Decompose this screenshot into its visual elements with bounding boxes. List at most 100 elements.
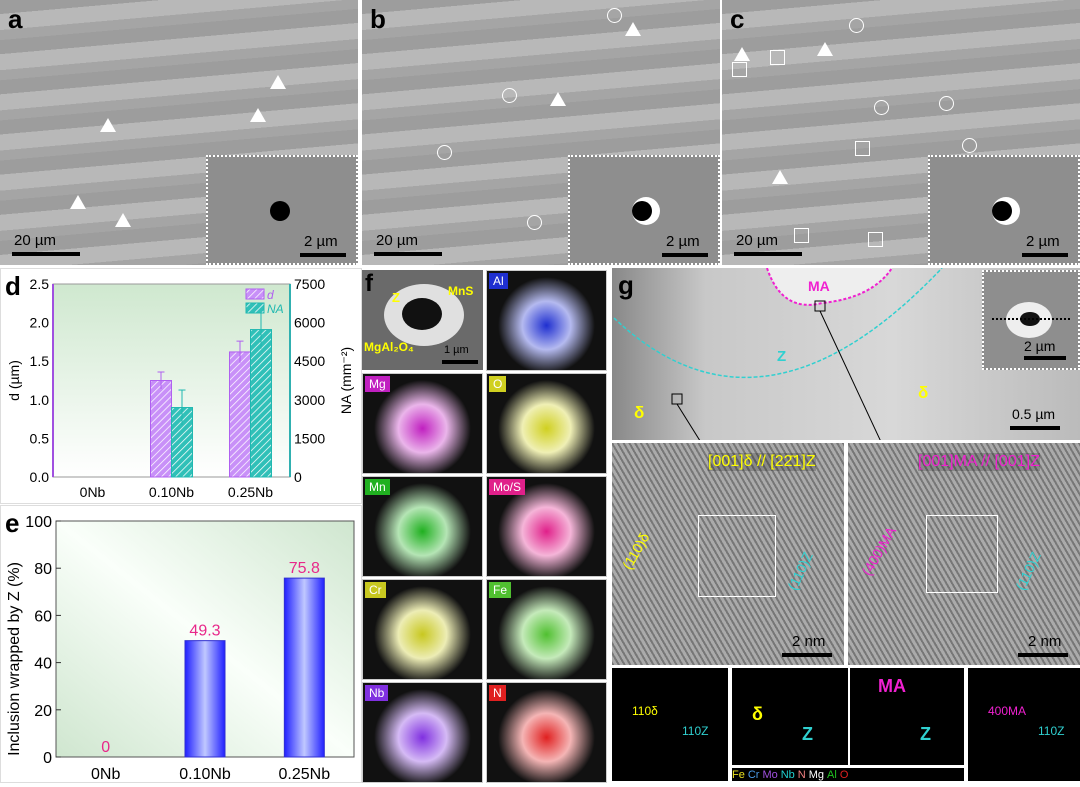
data-label: 75.8	[289, 560, 320, 577]
ma-label: MA	[808, 278, 830, 294]
y-tick-label: 20	[34, 703, 52, 720]
triangle-marker	[115, 213, 131, 227]
y2-axis-label: NA (mm⁻²)	[338, 347, 354, 414]
zone-axis-label: [001]δ // [22̄1]Z	[708, 453, 816, 471]
fft-pattern: 110δ 110Z	[612, 668, 728, 781]
y-tick-label: 0	[43, 750, 52, 767]
plane-label: (110)Z	[784, 549, 816, 593]
z-label: Z	[392, 290, 400, 305]
plane-label: (110)δ	[618, 529, 653, 573]
scale-bar	[12, 252, 80, 256]
eds-map: Mn	[362, 476, 483, 577]
scale-bar	[1022, 253, 1068, 257]
y2-tick-label: 4500	[294, 353, 325, 369]
scale-label: 1 µm	[444, 344, 469, 356]
panel-label: f	[365, 270, 373, 297]
mgal2o4-label: MgAl₂O₄	[364, 340, 414, 354]
scale-bar	[300, 253, 346, 257]
y-tick-label: 1.5	[30, 353, 50, 369]
legend-label: d	[267, 288, 274, 302]
element-tag: Fe	[489, 582, 512, 598]
bar	[250, 329, 272, 478]
label: 110Z	[682, 724, 709, 738]
scale-label: 20 µm	[376, 232, 418, 249]
x-tick-label: 0Nb	[80, 484, 106, 500]
legend-item: Nb	[780, 768, 795, 781]
circle-marker	[437, 145, 452, 160]
eds-map: Fe	[486, 579, 607, 680]
hrtem-image-1: [001]δ // [22̄1]Z (110)δ (110)Z 2 nm	[612, 443, 844, 665]
scale-label: 2 nm	[792, 633, 826, 650]
scale-label: 20 µm	[14, 232, 56, 249]
eds-map: Cr	[362, 579, 483, 680]
label: MA	[878, 676, 906, 696]
tem-image: g MA Z δ δ 2 µm 0.5 µm	[612, 268, 1080, 440]
scale-label: 2 µm	[1026, 233, 1060, 250]
triangle-marker	[550, 92, 566, 106]
triangle-marker	[70, 195, 86, 209]
bar	[150, 380, 172, 478]
circle-marker	[939, 96, 954, 111]
panel-label: a	[8, 4, 23, 34]
element-tag: Nb	[365, 685, 389, 701]
x-tick-label: 0.25Nb	[279, 766, 331, 782]
data-label: 0	[101, 739, 110, 756]
triangle-marker	[772, 170, 788, 184]
element-tag: O	[489, 376, 507, 392]
inset-image: 2 µm	[568, 155, 720, 265]
circle-marker	[874, 100, 889, 115]
panel-label: b	[370, 4, 386, 34]
bar	[229, 351, 251, 478]
legend-label: NA	[267, 302, 284, 316]
scale-label: 20 µm	[736, 232, 778, 249]
delta-label-left: δ	[634, 403, 645, 422]
circle-marker	[849, 18, 864, 33]
label: Z	[920, 724, 931, 744]
scale-bar	[662, 253, 708, 257]
eds-map: Nb	[362, 682, 483, 783]
eds-map: N	[486, 682, 607, 783]
legend-item: Fe	[732, 768, 745, 781]
scale-label: 2 µm	[304, 233, 338, 250]
plane-label: (110)Z	[1012, 549, 1044, 593]
label: 400MA	[988, 704, 1027, 718]
panel-label: g	[618, 270, 634, 300]
x-tick-label: 0Nb	[91, 766, 120, 782]
panel-label: c	[730, 4, 745, 34]
square-marker	[855, 141, 870, 156]
eds-map: Al	[486, 270, 607, 371]
triangle-marker	[270, 75, 286, 89]
label: 110δ	[632, 704, 658, 718]
chart-e: 0 20 40 60 80 100 0Nb 0 0.10Nb 49.3 0.25Nb 75.8 Incl…	[6, 514, 355, 783]
y-tick-label: 2.0	[30, 315, 50, 331]
label: 110Z	[1038, 724, 1065, 738]
legend-item: N	[797, 768, 806, 781]
triangle-marker	[625, 22, 641, 36]
label: δ	[752, 704, 763, 724]
legend-item: Mg	[808, 768, 825, 781]
eds-map: Mg	[362, 373, 483, 474]
square-marker	[732, 62, 747, 77]
atom-legend: Fe Cr Mo Nb N Mg Al O	[732, 768, 964, 781]
legend-item: Cr	[747, 768, 760, 781]
delta-label-right: δ	[918, 383, 929, 402]
element-tag: N	[489, 685, 506, 701]
x-tick-label: 0.10Nb	[149, 484, 194, 500]
triangle-marker	[250, 108, 266, 122]
triangle-marker	[817, 42, 833, 56]
panel-f: f Z MnS MgAl₂O₄ 1 µm Al Mg O Mn Mo/S Cr Fe Nb N	[362, 268, 608, 783]
panel-label: d	[5, 271, 21, 301]
mns-label: MnS	[448, 284, 474, 298]
eds-map: Mo/S	[486, 476, 607, 577]
label: Z	[802, 724, 813, 744]
y-tick-label: 0.0	[30, 469, 50, 485]
y2-tick-label: 3000	[294, 392, 325, 408]
panel-g: g MA Z δ δ 2 µm 0.5 µm [001]δ // [22̄1]Z…	[612, 268, 1080, 781]
legend-item: O	[839, 768, 849, 781]
inset-image: 2 µm	[206, 155, 358, 265]
scale-label: 2 µm	[1024, 338, 1056, 354]
triangle-marker	[734, 47, 750, 61]
y-tick-label: 2.5	[30, 276, 50, 292]
square-marker	[770, 50, 785, 65]
